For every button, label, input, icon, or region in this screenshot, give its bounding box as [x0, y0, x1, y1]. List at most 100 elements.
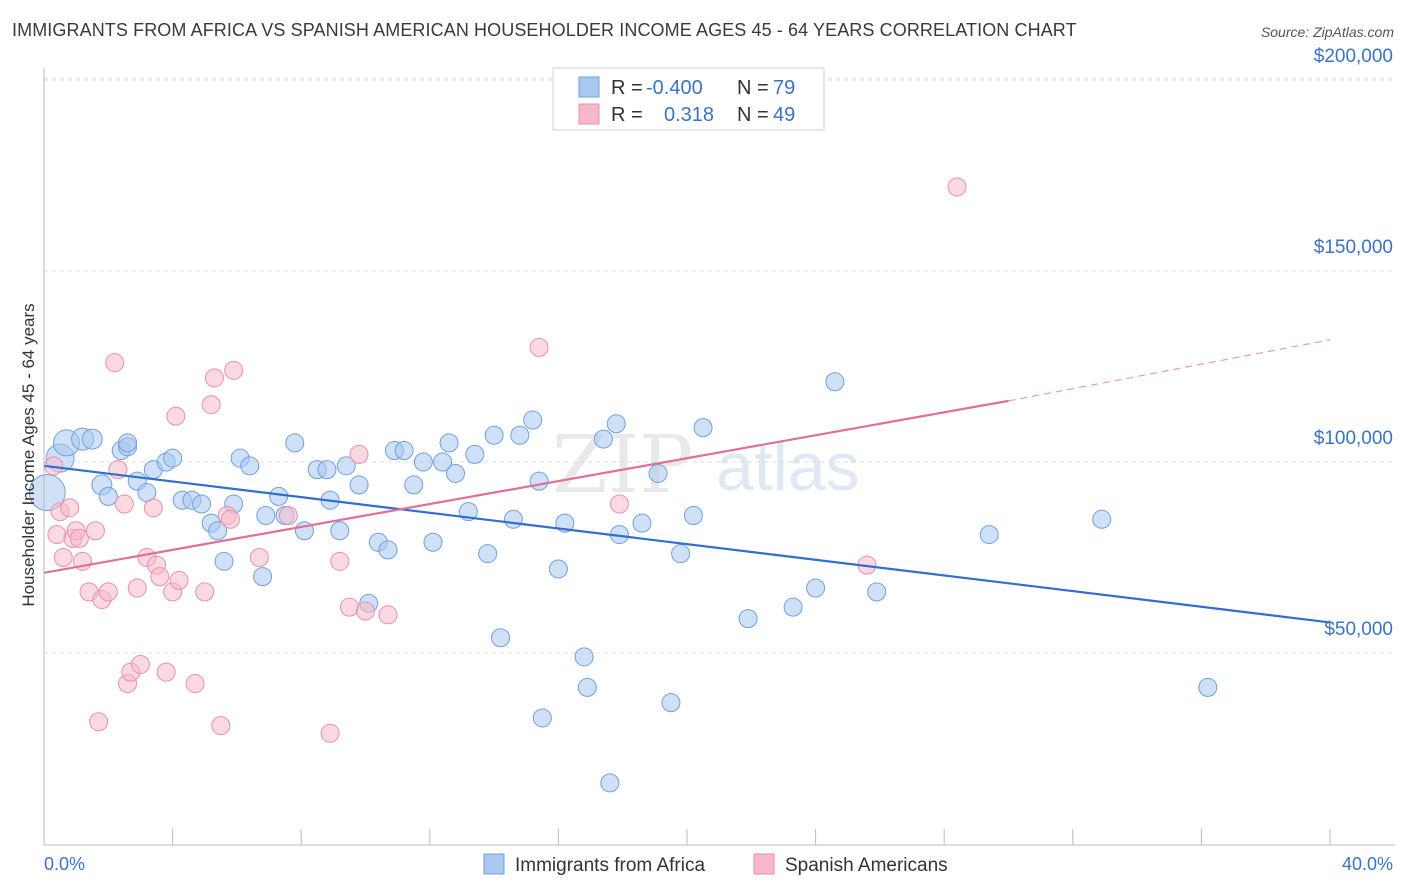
africa-point-27 — [285, 433, 305, 453]
spanish-point-38 — [330, 551, 350, 571]
africa-point-33 — [336, 456, 356, 476]
africa-point-59 — [577, 677, 597, 697]
africa-point-61 — [606, 414, 626, 434]
y-tick-label-3: $200,000 — [1314, 46, 1393, 67]
africa-point-18 — [208, 521, 228, 541]
spanish-point-31 — [204, 368, 224, 388]
spanish-point-24 — [156, 662, 176, 682]
spanish-point-26 — [166, 406, 186, 426]
chart-title: IMMIGRANTS FROM AFRICA VS SPANISH AMERIC… — [12, 20, 1077, 40]
africa-point-50 — [491, 628, 511, 648]
spanish-point-4 — [60, 498, 80, 518]
africa-point-0 — [28, 474, 66, 512]
africa-point-34 — [349, 475, 369, 495]
africa-point-25 — [269, 486, 289, 506]
africa-trend-line — [43, 464, 1331, 624]
africa-point-60 — [593, 429, 613, 449]
africa-point-54 — [529, 471, 549, 491]
africa-point-77 — [1198, 677, 1218, 697]
africa-point-45 — [446, 463, 466, 483]
africa-point-42 — [423, 532, 443, 552]
bottom-legend-swatch-spanish — [753, 853, 775, 875]
spanish-point-10 — [85, 521, 105, 541]
trend-lines — [43, 339, 1331, 624]
africa-point-75 — [979, 525, 999, 545]
spanish-point-19 — [127, 578, 147, 598]
legend-n-value-spanish: 49 — [773, 104, 795, 126]
africa-point-32 — [330, 521, 350, 541]
africa-point-65 — [648, 463, 668, 483]
spanish-point-46 — [947, 177, 967, 197]
africa-point-13 — [163, 448, 183, 468]
africa-point-74 — [867, 582, 887, 602]
africa-point-66 — [661, 693, 681, 713]
y-tick-label-0: $50,000 — [1324, 619, 1393, 640]
africa-point-55 — [532, 708, 552, 728]
bottom-legend-label-africa: Immigrants from Africa — [515, 855, 705, 876]
spanish-point-22 — [143, 498, 163, 518]
africa-point-49 — [484, 425, 504, 445]
spanish-point-30 — [201, 395, 221, 415]
watermark-atlas: atlas — [716, 429, 860, 505]
legend-n-label-africa: N = — [737, 77, 769, 99]
spanish-point-42 — [378, 605, 398, 625]
spanish-point-48 — [150, 567, 170, 587]
legend-r-value-spanish: 0.318 — [664, 104, 714, 126]
africa-point-22 — [240, 456, 260, 476]
spanish-point-36 — [278, 505, 298, 525]
africa-point-69 — [693, 418, 713, 438]
africa-point-23 — [253, 567, 273, 587]
grid-lines — [44, 77, 1395, 654]
spanish-point-32 — [211, 716, 231, 736]
legend-r-label-spanish: R = — [611, 104, 643, 126]
spanish-point-13 — [98, 582, 118, 602]
y-tick-label-2: $150,000 — [1314, 237, 1393, 258]
africa-point-16 — [192, 494, 212, 514]
spanish-trend-extension — [1008, 339, 1331, 402]
spanish-point-37 — [320, 723, 340, 743]
y-tick-label-1: $100,000 — [1314, 428, 1393, 449]
legend-swatch-africa — [578, 76, 600, 98]
legend-r-value-africa: -0.400 — [646, 77, 703, 99]
spanish-trend-line — [43, 399, 1009, 574]
spanish-point-14 — [105, 353, 125, 373]
africa-point-48 — [478, 544, 498, 564]
africa-point-76 — [1092, 509, 1112, 529]
spanish-point-40 — [349, 444, 369, 464]
spanish-point-34 — [224, 360, 244, 380]
africa-point-67 — [671, 544, 691, 564]
africa-point-43 — [433, 452, 453, 472]
spanish-point-43 — [529, 337, 549, 357]
top-legend: R = -0.400 N = 79 R = 0.318 N = 49 — [552, 67, 825, 131]
axes — [43, 68, 1395, 846]
africa-point-19 — [214, 551, 234, 571]
y-axis-label: Householder Income Ages 45 - 64 years — [19, 303, 38, 606]
africa-point-41 — [413, 452, 433, 472]
legend-n-value-africa: 79 — [773, 77, 795, 99]
spanish-point-41 — [356, 601, 375, 621]
africa-point-30 — [317, 460, 337, 480]
x-tick-labels: 0.0% 40.0% — [44, 854, 1393, 874]
africa-point-37 — [378, 540, 398, 560]
africa-point-44 — [439, 433, 459, 453]
source-label: Source: ZipAtlas.com — [1260, 24, 1394, 40]
africa-point-51 — [503, 509, 523, 529]
legend-n-label-spanish: N = — [737, 104, 769, 126]
africa-point-53 — [523, 410, 543, 430]
africa-point-72 — [806, 578, 826, 598]
spanish-point-12 — [89, 712, 109, 732]
africa-point-39 — [394, 441, 414, 461]
bottom-legend: Immigrants from Africa Spanish Americans — [483, 853, 948, 876]
africa-point-78 — [118, 433, 138, 453]
africa-point-52 — [510, 425, 530, 445]
spanish-point-44 — [609, 494, 629, 514]
africa-point-71 — [783, 597, 803, 617]
africa-point-40 — [404, 475, 424, 495]
africa-point-4 — [81, 428, 103, 450]
spanish-point-1 — [47, 525, 67, 545]
africa-point-70 — [738, 609, 758, 629]
spanish-point-47 — [220, 509, 240, 529]
legend-swatch-spanish — [578, 103, 600, 125]
africa-point-64 — [632, 513, 652, 533]
